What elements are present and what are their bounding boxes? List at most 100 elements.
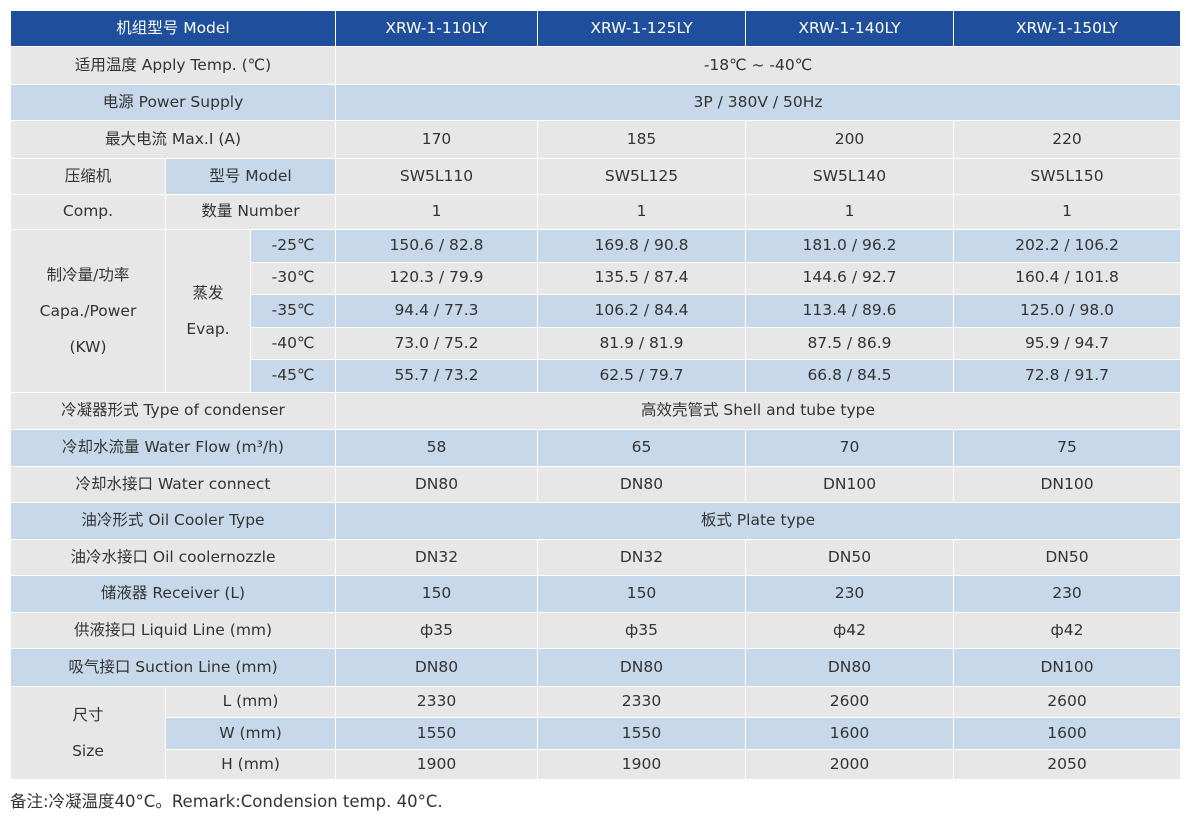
table-cell: SW5L140: [745, 158, 954, 195]
table-cell: 压缩机: [10, 158, 166, 195]
cell-line: 尺寸: [72, 705, 104, 724]
table-cell: 冷却水流量 Water Flow (m³/h): [10, 428, 336, 467]
cell-line: 制冷量/功率: [46, 265, 130, 284]
table-cell: 1550: [335, 716, 538, 750]
table-cell: 油冷形式 Oil Cooler Type: [10, 501, 336, 540]
table-row: 冷却水接口 Water connect DN80 DN80 DN100 DN100: [10, 465, 1181, 503]
table-row: -35℃ 94.4 / 77.3 106.2 / 84.4 113.4 / 89.6 1…: [11, 294, 1181, 328]
table-cell: SW5L150: [953, 158, 1181, 195]
header-cell: XRW-1-150LY: [953, 10, 1181, 47]
table-cell: 尺寸 Size: [10, 685, 166, 780]
table-cell: 2330: [537, 685, 746, 718]
table-cell: 电源 Power Supply: [10, 84, 336, 121]
table-cell: 95.9 / 94.7: [953, 326, 1181, 361]
header-cell: XRW-1-110LY: [335, 10, 538, 47]
table-cell: 2600: [745, 685, 954, 718]
table-cell: 1900: [537, 748, 746, 780]
table-cell: 94.4 / 77.3: [335, 294, 538, 328]
table-cell: 160.4 / 101.8: [953, 261, 1181, 296]
table-cell: 55.7 / 73.2: [335, 359, 538, 393]
table-cell: 油冷水接口 Oil coolernozzle: [10, 538, 336, 576]
table-cell: DN80: [335, 465, 538, 503]
header-cell: 机组型号 Model: [10, 10, 336, 47]
table-cell: 3P / 380V / 50Hz: [335, 84, 1181, 121]
cell-line: (KW): [69, 337, 107, 356]
table-cell: -40℃: [250, 326, 336, 361]
table-cell: W (mm): [165, 716, 336, 750]
table-cell: 冷凝器形式 Type of condenser: [10, 391, 336, 430]
cell-line: 蒸发: [192, 283, 224, 302]
table-row: 供液接口 Liquid Line (mm) ф35 ф35 ф42 ф42: [10, 611, 1181, 649]
table-cell: 适用温度 Apply Temp. (℃): [10, 46, 336, 85]
cell-line: Evap.: [186, 319, 230, 338]
table-cell: -30℃: [250, 261, 336, 296]
table-cell: DN100: [953, 647, 1181, 687]
header-cell: XRW-1-140LY: [745, 10, 954, 47]
remark: 备注:冷凝温度40°C。Remark:Condension temp. 40°C…: [10, 792, 443, 811]
table-row: 压缩机 型号 Model SW5L110 SW5L125 SW5L140 SW5L150: [10, 158, 1181, 195]
table-row: Comp. 数量 Number 1 1 1 1: [10, 194, 1181, 230]
table-cell: 230: [745, 574, 954, 613]
table-cell: 1: [745, 194, 954, 230]
cell-line: Capa./Power: [39, 301, 137, 320]
table-cell: DN32: [335, 538, 538, 576]
table-cell: 1: [953, 194, 1181, 230]
table-row: 适用温度 Apply Temp. (℃) -18℃ ~ -40℃: [10, 46, 1181, 85]
table-cell: ф42: [745, 611, 954, 649]
table-cell: DN100: [745, 465, 954, 503]
table-cell: 144.6 / 92.7: [745, 261, 954, 296]
table-cell: 数量 Number: [165, 194, 336, 230]
table-row: 冷却水流量 Water Flow (m³/h) 58 65 70 75: [10, 428, 1181, 467]
table-row: -30℃ 120.3 / 79.9 135.5 / 87.4 144.6 / 92.7…: [11, 261, 1181, 296]
table-cell: 储液器 Receiver (L): [10, 574, 336, 613]
table-cell: 230: [953, 574, 1181, 613]
table-cell: 吸气接口 Suction Line (mm): [10, 647, 336, 687]
table-row: 吸气接口 Suction Line (mm) DN80 DN80 DN80 DN100: [10, 647, 1181, 687]
table-cell: 125.0 / 98.0: [953, 294, 1181, 328]
table-cell: 66.8 / 84.5: [745, 359, 954, 393]
table-cell: 2330: [335, 685, 538, 718]
table-row: 制冷量/功率 Capa./Power (KW) 蒸发 Evap. -25℃ 150.6 / …: [10, 229, 1181, 393]
table-row: -40℃ 73.0 / 75.2 81.9 / 81.9 87.5 / 86.9 95.…: [11, 326, 1181, 361]
table-cell: 冷却水接口 Water connect: [10, 465, 336, 503]
table-cell: 70: [745, 428, 954, 467]
table-cell: DN80: [335, 647, 538, 687]
table-cell: SW5L125: [537, 158, 746, 195]
table-cell: ф35: [335, 611, 538, 649]
table-cell: 87.5 / 86.9: [745, 326, 954, 361]
table-row: 油冷形式 Oil Cooler Type 板式 Plate type: [10, 501, 1181, 540]
table-row: H (mm) 1900 1900 2000 2050: [11, 748, 1181, 780]
table-cell: 1600: [745, 716, 954, 750]
table-cell: Comp.: [10, 194, 166, 230]
table-cell: DN80: [745, 647, 954, 687]
table-cell: -35℃: [250, 294, 336, 328]
table-cell: 185: [537, 120, 746, 159]
table-row: 最大电流 Max.I (A) 170 185 200 220: [10, 120, 1181, 159]
table-cell: 58: [335, 428, 538, 467]
table-row: 电源 Power Supply 3P / 380V / 50Hz: [10, 84, 1181, 121]
table-cell: 202.2 / 106.2: [953, 229, 1181, 263]
table-cell: 1: [335, 194, 538, 230]
table-cell: 120.3 / 79.9: [335, 261, 538, 296]
table-cell: 72.8 / 91.7: [953, 359, 1181, 393]
table-cell: 1550: [537, 716, 746, 750]
table-cell: DN100: [953, 465, 1181, 503]
table-cell: 75: [953, 428, 1181, 467]
table-cell: DN32: [537, 538, 746, 576]
table-row: 机组型号 Model XRW-1-110LY XRW-1-125LY XRW-1-14…: [10, 10, 1181, 47]
table-cell: 2000: [745, 748, 954, 780]
table-cell: 1: [537, 194, 746, 230]
table-cell: 150: [335, 574, 538, 613]
table-row: 冷凝器形式 Type of condenser 高效壳管式 Shell and t…: [10, 391, 1181, 430]
table-cell: 蒸发 Evap.: [165, 229, 251, 393]
table-cell: 106.2 / 84.4: [537, 294, 746, 328]
table-cell: 制冷量/功率 Capa./Power (KW): [10, 229, 166, 393]
table-row: W (mm) 1550 1550 1600 1600: [11, 716, 1181, 750]
table-cell: 200: [745, 120, 954, 159]
table-cell: 1900: [335, 748, 538, 780]
table-cell: 2050: [953, 748, 1181, 780]
table-cell: 最大电流 Max.I (A): [10, 120, 336, 159]
table-cell: 73.0 / 75.2: [335, 326, 538, 361]
table-row: 油冷水接口 Oil coolernozzle DN32 DN32 DN50 DN50: [10, 538, 1181, 576]
